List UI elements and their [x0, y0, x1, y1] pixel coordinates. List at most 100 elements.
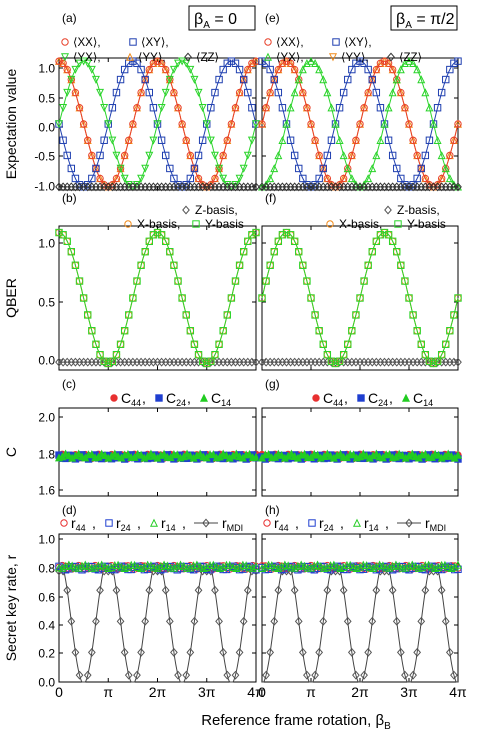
r-mdi-point	[437, 585, 446, 595]
xy-point	[166, 164, 174, 173]
y-basis-point	[207, 357, 215, 365]
xx-point	[84, 136, 92, 144]
r-point	[186, 563, 195, 572]
y-basis-point	[368, 248, 376, 256]
yx-point	[409, 58, 418, 67]
r-point	[117, 562, 126, 571]
xx-point	[421, 174, 430, 183]
panel-qber-0: 1.0 0.5 0.0 (b) Z-basis, X-basis, Y-basis	[38, 191, 260, 371]
y-tick-label: 0.5	[38, 296, 55, 310]
xy-point	[116, 75, 125, 84]
xx-point	[258, 120, 266, 128]
yx-point	[215, 164, 224, 173]
xy-point	[421, 151, 430, 160]
xy-point	[442, 75, 450, 84]
yx-point	[319, 75, 328, 84]
c-point	[300, 449, 309, 458]
xx-point	[129, 120, 137, 128]
r-point	[450, 562, 459, 571]
legend-marker	[60, 519, 68, 527]
xx-point	[376, 59, 385, 67]
legend-label: r44	[71, 515, 86, 533]
y-basis-point	[141, 248, 149, 256]
x-tick-label: 0	[258, 684, 266, 700]
panel-frame	[58, 225, 257, 371]
r-mdi-point	[392, 616, 401, 626]
r-point	[68, 561, 77, 570]
r-mdi-point	[170, 647, 178, 657]
y-basis-point	[315, 327, 323, 335]
y-basis-point	[352, 311, 360, 319]
y-basis-point	[116, 340, 125, 348]
y-basis-point	[248, 231, 256, 239]
r-point	[388, 561, 397, 570]
c-point	[100, 450, 109, 459]
c-point	[453, 450, 463, 459]
xy-point	[323, 151, 332, 160]
r-mdi-point	[190, 616, 199, 626]
y-basis-point	[286, 231, 295, 239]
xy-point	[364, 65, 372, 74]
xy-point	[96, 151, 104, 160]
xy-point	[162, 151, 170, 160]
y-basis-point	[239, 248, 248, 256]
c-point	[232, 449, 241, 458]
xx-point	[384, 59, 393, 67]
xx-point	[339, 174, 348, 183]
zz-point	[454, 182, 462, 192]
legend: Z-basis, X-basis, Y-basis	[326, 203, 446, 231]
x-tick-label: 2π	[149, 684, 167, 700]
r-point	[81, 560, 90, 569]
beta-a-sub: A	[405, 20, 412, 31]
legend-marker	[184, 52, 192, 62]
legend-marker	[155, 394, 163, 402]
yx-point	[286, 103, 295, 112]
y-tick-label: 2.0	[38, 411, 55, 425]
panel-keyrate-0: 1.0 0.8 0.6 0.4 0.2 0.0 (d)r44, r24, r14, rMDI	[38, 503, 261, 690]
z-basis-point	[252, 357, 260, 367]
legend-label: r14	[161, 515, 176, 533]
panel-letter: (c)	[62, 377, 76, 391]
y-basis-point	[157, 231, 166, 239]
r-point	[123, 562, 132, 571]
r-point	[395, 561, 404, 570]
r-point	[84, 561, 93, 570]
xx-point	[278, 59, 287, 67]
xy-point	[235, 65, 244, 74]
legend-label: C24	[166, 390, 186, 408]
y-basis-point	[129, 294, 137, 302]
r-mdi-point	[441, 616, 450, 626]
yx-point	[243, 151, 252, 160]
panel-letter: (g)	[265, 377, 280, 391]
yx-point	[120, 174, 129, 183]
yx-point	[153, 120, 162, 129]
legend-label: C44	[121, 390, 141, 408]
legend-marker	[405, 518, 413, 528]
r-point	[137, 563, 146, 573]
c-point	[137, 450, 146, 459]
legend-marker	[326, 220, 334, 228]
panel-letter: (d)	[62, 503, 77, 517]
xy-point	[278, 104, 287, 112]
yx-point	[67, 75, 76, 84]
panel-letter: (b)	[62, 191, 77, 205]
r-mdi-point	[194, 585, 203, 595]
r-point	[411, 562, 420, 571]
y-basis-point	[339, 350, 348, 359]
r-point	[447, 564, 456, 573]
xy-point	[413, 174, 421, 183]
xx-point	[323, 174, 332, 183]
y-basis-point	[384, 231, 393, 239]
yx-point	[161, 88, 170, 97]
yx-point	[327, 103, 336, 112]
r-mdi-point	[360, 670, 368, 680]
r-mdi-point	[315, 647, 324, 657]
y-basis-point	[112, 350, 121, 359]
c-point	[421, 449, 430, 458]
r-point	[156, 562, 165, 571]
r-point	[333, 562, 342, 571]
r-mdi-point	[388, 585, 397, 595]
y-basis-point	[96, 350, 104, 359]
xy-point	[360, 59, 368, 67]
